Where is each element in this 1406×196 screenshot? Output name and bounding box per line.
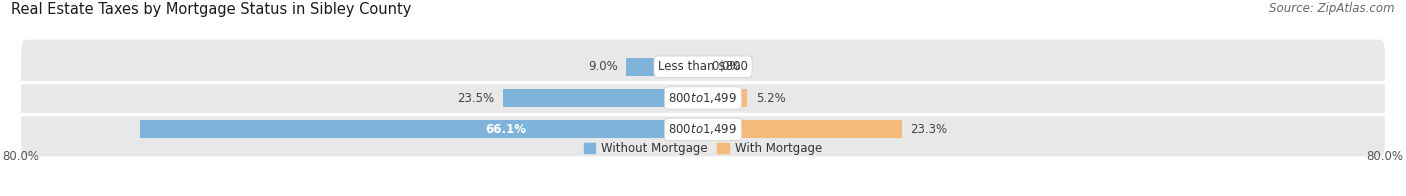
Text: Real Estate Taxes by Mortgage Status in Sibley County: Real Estate Taxes by Mortgage Status in … xyxy=(11,2,412,17)
Text: 23.5%: 23.5% xyxy=(457,92,494,104)
Text: 23.3%: 23.3% xyxy=(910,123,948,136)
Bar xyxy=(626,58,703,76)
Bar xyxy=(503,89,703,107)
FancyBboxPatch shape xyxy=(21,71,1385,125)
FancyBboxPatch shape xyxy=(21,40,1385,94)
Text: 5.2%: 5.2% xyxy=(756,92,786,104)
Bar xyxy=(139,120,703,138)
FancyBboxPatch shape xyxy=(21,102,1385,156)
Legend: Without Mortgage, With Mortgage: Without Mortgage, With Mortgage xyxy=(579,137,827,160)
Text: 0.0%: 0.0% xyxy=(711,60,741,73)
Bar xyxy=(703,89,748,107)
Text: $800 to $1,499: $800 to $1,499 xyxy=(668,91,738,105)
Text: Source: ZipAtlas.com: Source: ZipAtlas.com xyxy=(1270,2,1395,15)
Bar xyxy=(703,120,901,138)
Text: $800 to $1,499: $800 to $1,499 xyxy=(668,122,738,136)
Text: 66.1%: 66.1% xyxy=(485,123,526,136)
Text: 9.0%: 9.0% xyxy=(588,60,617,73)
Text: Less than $800: Less than $800 xyxy=(658,60,748,73)
